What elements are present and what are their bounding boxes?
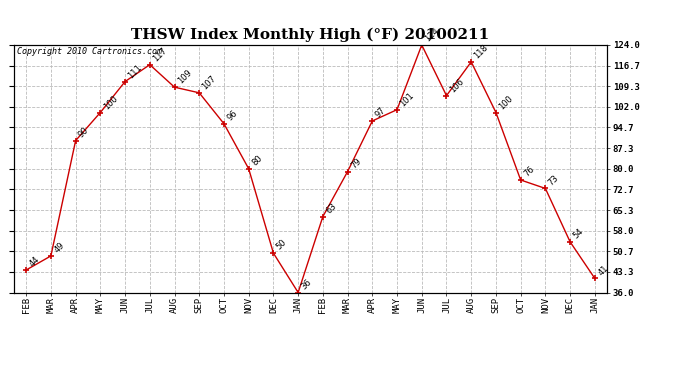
Text: 100: 100	[101, 94, 119, 111]
Text: 44: 44	[28, 255, 41, 268]
Text: 63: 63	[324, 201, 338, 215]
Text: 101: 101	[398, 91, 416, 108]
Text: 96: 96	[226, 108, 239, 122]
Text: 109: 109	[176, 68, 193, 86]
Text: 41: 41	[596, 263, 610, 277]
Text: 117: 117	[151, 46, 169, 63]
Text: 97: 97	[374, 106, 388, 120]
Text: 100: 100	[497, 94, 515, 111]
Text: 50: 50	[275, 238, 288, 252]
Text: 124: 124	[423, 26, 441, 44]
Text: Copyright 2010 Cartronics.com: Copyright 2010 Cartronics.com	[17, 48, 161, 57]
Text: 76: 76	[522, 165, 536, 178]
Text: 49: 49	[52, 241, 66, 255]
Text: 90: 90	[77, 126, 91, 139]
Text: 54: 54	[571, 227, 585, 240]
Text: 106: 106	[448, 76, 466, 94]
Text: 111: 111	[126, 63, 144, 80]
Text: 36: 36	[299, 277, 313, 291]
Text: 73: 73	[546, 173, 561, 187]
Text: 118: 118	[473, 43, 490, 60]
Text: 107: 107	[201, 74, 218, 92]
Title: THSW Index Monthly High (°F) 20100211: THSW Index Monthly High (°F) 20100211	[131, 28, 490, 42]
Text: 79: 79	[349, 156, 363, 170]
Text: 80: 80	[250, 153, 264, 167]
